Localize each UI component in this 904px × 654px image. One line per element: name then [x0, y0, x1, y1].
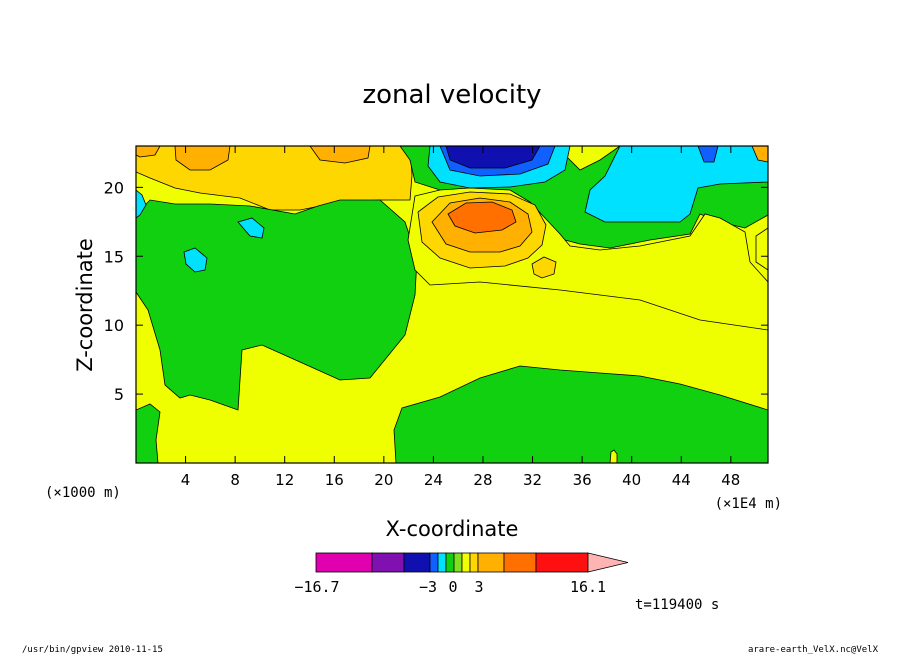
colorbar-max-triangle: [587, 552, 629, 573]
colorbar-swatch: [461, 552, 471, 573]
colorbar-swatch: [453, 552, 463, 573]
x-tick-label: 28: [473, 471, 492, 489]
colorbar-swatch: [429, 552, 439, 573]
contour-region-green-south: [393, 365, 768, 463]
contour-region-upper-orange-3: [136, 146, 161, 158]
y-axis-label: Z-coordinate: [73, 238, 97, 372]
x-tick-label: 4: [181, 471, 191, 489]
contour-region-upper-orange: [174, 146, 231, 171]
y-tick-label: 15: [104, 247, 124, 266]
footer-left: /usr/bin/gpview 2010-11-15: [22, 645, 163, 654]
contour-region-yellow-east: [755, 227, 768, 271]
x-tick-label: 48: [721, 471, 740, 489]
colorbar-swatch: [477, 552, 505, 573]
y-tick-label: 5: [114, 385, 124, 404]
x-tick-label: 12: [275, 471, 294, 489]
contour-region-green-west: [136, 199, 418, 411]
colorbar-max-label: 16.1: [570, 578, 606, 596]
contour-region-yellow-south-dot: [609, 449, 618, 463]
contour-region-green-sw: [136, 403, 161, 463]
x-unit-left: (×1000 m): [45, 485, 121, 501]
x-unit-right: (×1E4 m): [715, 496, 782, 512]
x-tick-label: 36: [573, 471, 592, 489]
x-tick-label: 40: [622, 471, 641, 489]
contour-region-orange-ne-corner: [751, 146, 768, 163]
x-tick-label: 32: [523, 471, 542, 489]
contour-region-cyan-w: [136, 189, 147, 219]
colorbar-min-label: −16.7: [294, 578, 339, 596]
contour-region-dark-orange-center: [447, 201, 517, 234]
colorbar-swatch: [535, 552, 589, 573]
colorbar-swatch: [437, 552, 447, 573]
x-tick-label: 44: [672, 471, 691, 489]
contour-field: [136, 146, 768, 463]
colorbar-mid-label-zero: 0: [448, 578, 457, 596]
contour-region-gold-small: [531, 256, 557, 279]
colorbar-mid-label-neg: −3: [419, 578, 437, 596]
contour-region-cyan-blob1: [183, 247, 208, 273]
colorbar: [315, 552, 629, 573]
y-tick-label: 20: [104, 178, 124, 197]
colorbar-swatch: [315, 552, 373, 573]
contour-region-cyan-ne: [584, 146, 768, 223]
contour-region-upper-orange-2: [309, 146, 371, 164]
x-tick-label: 24: [424, 471, 443, 489]
contour-region-blue-ne: [697, 146, 719, 163]
plot-frame: [135, 145, 769, 464]
time-label: t=119400 s: [635, 597, 719, 613]
x-axis-label: X-coordinate: [386, 517, 519, 541]
y-tick-label: 10: [104, 316, 124, 335]
contour-region-cyan-blob2: [237, 217, 265, 239]
x-tick-label: 16: [325, 471, 344, 489]
contour-region-navy-top: [445, 146, 541, 169]
colorbar-swatch: [371, 552, 405, 573]
x-tick-label: 8: [230, 471, 240, 489]
colorbar-mid-label-pos: 3: [474, 578, 483, 596]
colorbar-swatch: [403, 552, 431, 573]
colorbar-swatch: [503, 552, 537, 573]
x-tick-label: 20: [374, 471, 393, 489]
chart-title: zonal velocity: [362, 80, 541, 110]
footer-right: arare-earth_VelX.nc@VelX: [748, 645, 879, 654]
colorbar-swatch: [445, 552, 455, 573]
colorbar-swatch: [469, 552, 479, 573]
